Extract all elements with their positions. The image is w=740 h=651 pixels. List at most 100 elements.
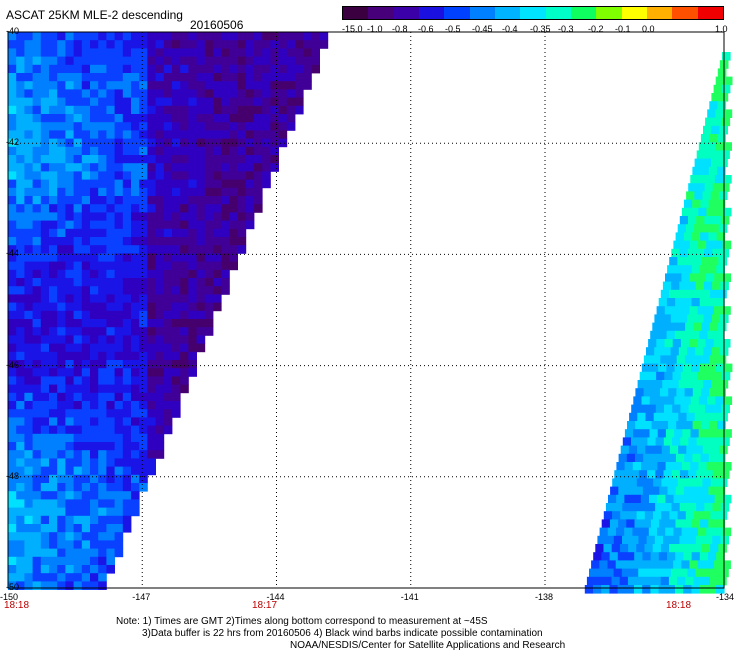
data-cell — [65, 138, 74, 148]
data-cell — [651, 453, 660, 463]
data-cell — [16, 327, 25, 336]
data-cell — [114, 171, 124, 180]
data-cell — [254, 163, 263, 172]
data-cell — [16, 483, 25, 492]
data-cell — [180, 286, 189, 295]
data-cell — [147, 40, 156, 49]
data-cell — [245, 155, 255, 164]
data-cell — [16, 360, 25, 369]
data-cell — [172, 286, 181, 295]
data-cell — [90, 97, 99, 107]
data-cell — [172, 179, 181, 189]
data-cell — [718, 289, 727, 299]
data-cell — [196, 73, 206, 82]
data-cell — [656, 560, 666, 569]
data-cell — [699, 552, 709, 561]
data-cell — [24, 310, 33, 320]
note-line-3: NOAA/NESDIS/Center for Satellite Applica… — [290, 640, 566, 651]
data-cell — [114, 392, 124, 402]
data-cell — [106, 433, 115, 443]
data-cell — [24, 319, 33, 328]
data-cell — [711, 314, 721, 323]
data-cell — [311, 64, 320, 74]
data-cell — [65, 532, 74, 541]
data-cell — [98, 442, 107, 451]
data-cell — [188, 56, 197, 66]
data-cell — [295, 81, 304, 90]
data-cell — [626, 552, 635, 561]
data-cell — [65, 278, 74, 287]
data-cell — [114, 237, 124, 246]
data-cell — [221, 130, 230, 139]
data-cell — [245, 81, 255, 90]
data-cell — [131, 458, 140, 467]
data-cell — [700, 519, 709, 528]
data-cell — [98, 343, 107, 353]
data-cell — [24, 532, 33, 541]
data-cell — [147, 237, 156, 246]
data-cell — [188, 220, 197, 230]
data-cell — [180, 73, 189, 82]
data-cell — [720, 503, 730, 512]
data-cell — [188, 40, 197, 49]
data-cell — [669, 257, 678, 266]
data-cell — [710, 289, 719, 299]
data-cell — [24, 491, 33, 500]
data-cell — [131, 228, 140, 238]
data-cell — [682, 429, 691, 438]
data-cell — [81, 319, 91, 328]
data-cell — [188, 48, 197, 57]
data-cell — [676, 421, 685, 430]
data-cell — [98, 376, 107, 385]
data-cell — [81, 204, 91, 213]
data-cell — [24, 245, 33, 254]
data-cell — [254, 81, 263, 90]
data-cell — [262, 122, 271, 131]
data-cell — [32, 507, 42, 517]
data-cell — [155, 196, 165, 205]
data-cell — [204, 81, 214, 90]
data-cell — [73, 269, 83, 279]
data-cell — [221, 286, 230, 295]
data-cell — [122, 515, 132, 525]
data-cell — [680, 371, 690, 381]
data-cell — [270, 81, 279, 90]
data-cell — [131, 245, 140, 254]
data-cell — [49, 450, 58, 459]
data-cell — [131, 335, 140, 344]
data-cell — [262, 56, 271, 66]
data-cell — [24, 40, 33, 49]
data-cell — [147, 253, 156, 262]
data-cell — [81, 237, 91, 246]
data-cell — [81, 269, 91, 279]
data-cell — [163, 212, 173, 221]
data-cell — [40, 73, 50, 82]
data-cell — [73, 483, 83, 492]
data-cell — [697, 371, 706, 381]
data-cell — [57, 122, 66, 131]
data-cell — [677, 576, 686, 586]
data-cell — [638, 470, 648, 479]
data-cell — [229, 253, 238, 262]
data-cell — [715, 142, 724, 151]
data-cell — [180, 32, 189, 41]
data-cell — [147, 64, 156, 74]
data-cell — [679, 281, 688, 291]
data-cell — [32, 187, 42, 197]
data-cell — [656, 371, 665, 381]
data-cell — [16, 442, 25, 451]
data-cell — [32, 253, 42, 262]
data-cell — [659, 421, 669, 430]
data-cell — [114, 97, 124, 107]
data-cell — [180, 368, 189, 377]
data-cell — [679, 216, 689, 225]
data-cell — [81, 105, 91, 115]
data-cell — [122, 130, 132, 139]
data-cell — [65, 171, 74, 180]
data-cell — [687, 314, 696, 323]
data-cell — [65, 146, 74, 156]
data-cell — [700, 486, 709, 496]
data-cell — [16, 269, 25, 279]
data-cell — [617, 585, 627, 594]
data-cell — [49, 56, 58, 66]
